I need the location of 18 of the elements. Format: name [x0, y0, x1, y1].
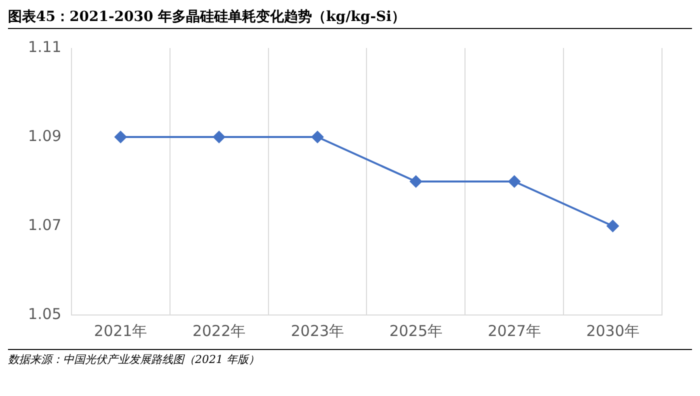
x-tick-label: 2030年 [586, 322, 640, 340]
y-tick-label: 1.05 [28, 304, 62, 323]
x-tick-label: 2023年 [290, 322, 344, 340]
x-tick-label: 2022年 [192, 322, 246, 340]
x-tick-label: 2025年 [389, 322, 443, 340]
point [508, 176, 520, 188]
point [114, 131, 127, 143]
y-tick-label: 1.11 [28, 38, 62, 56]
x-tick-label: 2021年 [94, 322, 148, 340]
point [311, 131, 324, 143]
point [213, 131, 226, 143]
point [606, 220, 619, 232]
x-tick-label: 2027年 [488, 322, 541, 340]
y-tick-label: 1.09 [28, 126, 62, 145]
source-note: 数据来源：中国光伏产业发展路线图（2021 年版） [8, 349, 692, 367]
chart-title: 图表45：2021-2030 年多晶硅硅单耗变化趋势（kg/kg-Si） [8, 8, 692, 29]
point [410, 176, 422, 188]
y-tick-label: 1.07 [28, 216, 62, 234]
